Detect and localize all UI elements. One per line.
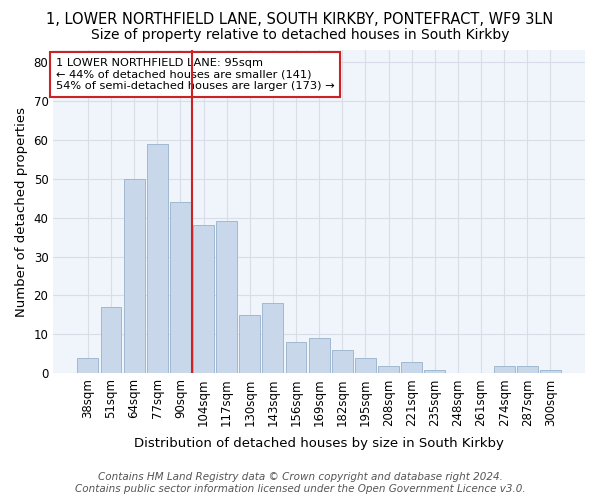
Bar <box>540 370 561 374</box>
Bar <box>355 358 376 374</box>
Bar <box>216 222 237 374</box>
Bar <box>170 202 191 374</box>
Bar <box>332 350 353 374</box>
Bar <box>262 304 283 374</box>
Y-axis label: Number of detached properties: Number of detached properties <box>15 106 28 316</box>
Bar <box>124 178 145 374</box>
Bar <box>147 144 167 374</box>
Bar <box>193 226 214 374</box>
Bar <box>239 315 260 374</box>
Bar <box>286 342 307 374</box>
Text: Contains HM Land Registry data © Crown copyright and database right 2024.
Contai: Contains HM Land Registry data © Crown c… <box>74 472 526 494</box>
Bar <box>309 338 329 374</box>
Bar <box>424 370 445 374</box>
Bar <box>101 307 121 374</box>
Bar <box>494 366 515 374</box>
Bar <box>77 358 98 374</box>
Bar <box>378 366 399 374</box>
Text: Size of property relative to detached houses in South Kirkby: Size of property relative to detached ho… <box>91 28 509 42</box>
X-axis label: Distribution of detached houses by size in South Kirkby: Distribution of detached houses by size … <box>134 437 504 450</box>
Text: 1 LOWER NORTHFIELD LANE: 95sqm
← 44% of detached houses are smaller (141)
54% of: 1 LOWER NORTHFIELD LANE: 95sqm ← 44% of … <box>56 58 335 92</box>
Bar <box>517 366 538 374</box>
Bar <box>401 362 422 374</box>
Text: 1, LOWER NORTHFIELD LANE, SOUTH KIRKBY, PONTEFRACT, WF9 3LN: 1, LOWER NORTHFIELD LANE, SOUTH KIRKBY, … <box>46 12 554 28</box>
